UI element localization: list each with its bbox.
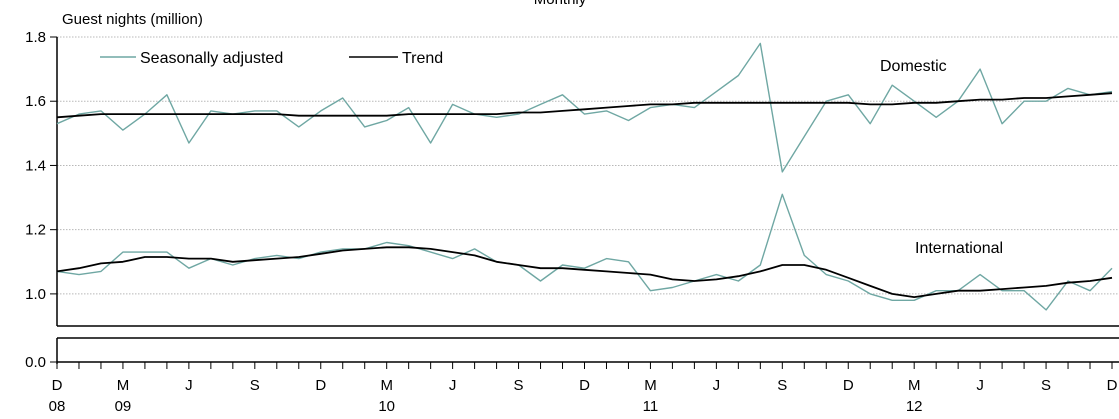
x-tick-label-month: M — [117, 377, 130, 394]
x-tick-label-month: S — [250, 377, 260, 394]
x-tick-label-month: S — [1041, 377, 1051, 394]
annotation-international: International — [915, 240, 1003, 257]
y-tick-label: 1.6 — [25, 93, 46, 110]
x-tick-label-month: M — [380, 377, 393, 394]
x-tick-label-year: 08 — [49, 398, 66, 415]
x-tick-label-year: 11 — [643, 398, 659, 415]
chart-title: Monthly — [534, 0, 587, 8]
legend: Seasonally adjusted Trend — [100, 50, 443, 67]
x-tick-label-month: D — [52, 377, 63, 394]
series-line-domestic-trend — [56, 92, 1113, 119]
x-tick-label-month: D — [579, 377, 590, 394]
x-tick-label-year: 10 — [378, 398, 395, 415]
x-axis-ticks: D 08 M 09 J S D M 10 J S D M 11 J S D M 12 J S D — [49, 362, 1118, 415]
series-line-international-trend — [56, 246, 1113, 299]
x-tick-label-month: S — [777, 377, 787, 394]
series-lines — [56, 42, 1113, 311]
x-tick-label-year: 09 — [115, 398, 132, 415]
x-tick-label-month: J — [713, 377, 721, 394]
legend-label-trend: Trend — [402, 50, 443, 67]
y-tick-label: 1.0 — [25, 286, 46, 303]
y-tick-label: 1.4 — [25, 157, 46, 174]
x-tick-label-month: D — [315, 377, 326, 394]
y-tick-label: 1.2 — [25, 222, 46, 239]
y-zero-label: 0.0 — [25, 354, 46, 371]
y-tick-label: 1.8 — [25, 29, 46, 46]
x-tick-label-month: M — [908, 377, 921, 394]
x-tick-label-month: D — [843, 377, 854, 394]
x-tick-label-month: M — [644, 377, 657, 394]
y-axis-ticks: 1.0 1.2 1.4 1.6 1.8 — [25, 29, 57, 303]
x-tick-label-year: 12 — [906, 398, 923, 415]
x-tick-label-month: J — [976, 377, 984, 394]
x-tick-label-month: J — [185, 377, 193, 394]
series-line-international-seasonally-adjusted — [56, 193, 1113, 311]
annotation-domestic: Domestic — [880, 58, 947, 75]
y-axis-label: Guest nights (million) — [62, 11, 203, 28]
legend-label-seasonally-adjusted: Seasonally adjusted — [140, 50, 283, 67]
x-tick-label-month: S — [514, 377, 524, 394]
x-tick-label-month: J — [449, 377, 457, 394]
x-tick-label-month: D — [1107, 377, 1118, 394]
